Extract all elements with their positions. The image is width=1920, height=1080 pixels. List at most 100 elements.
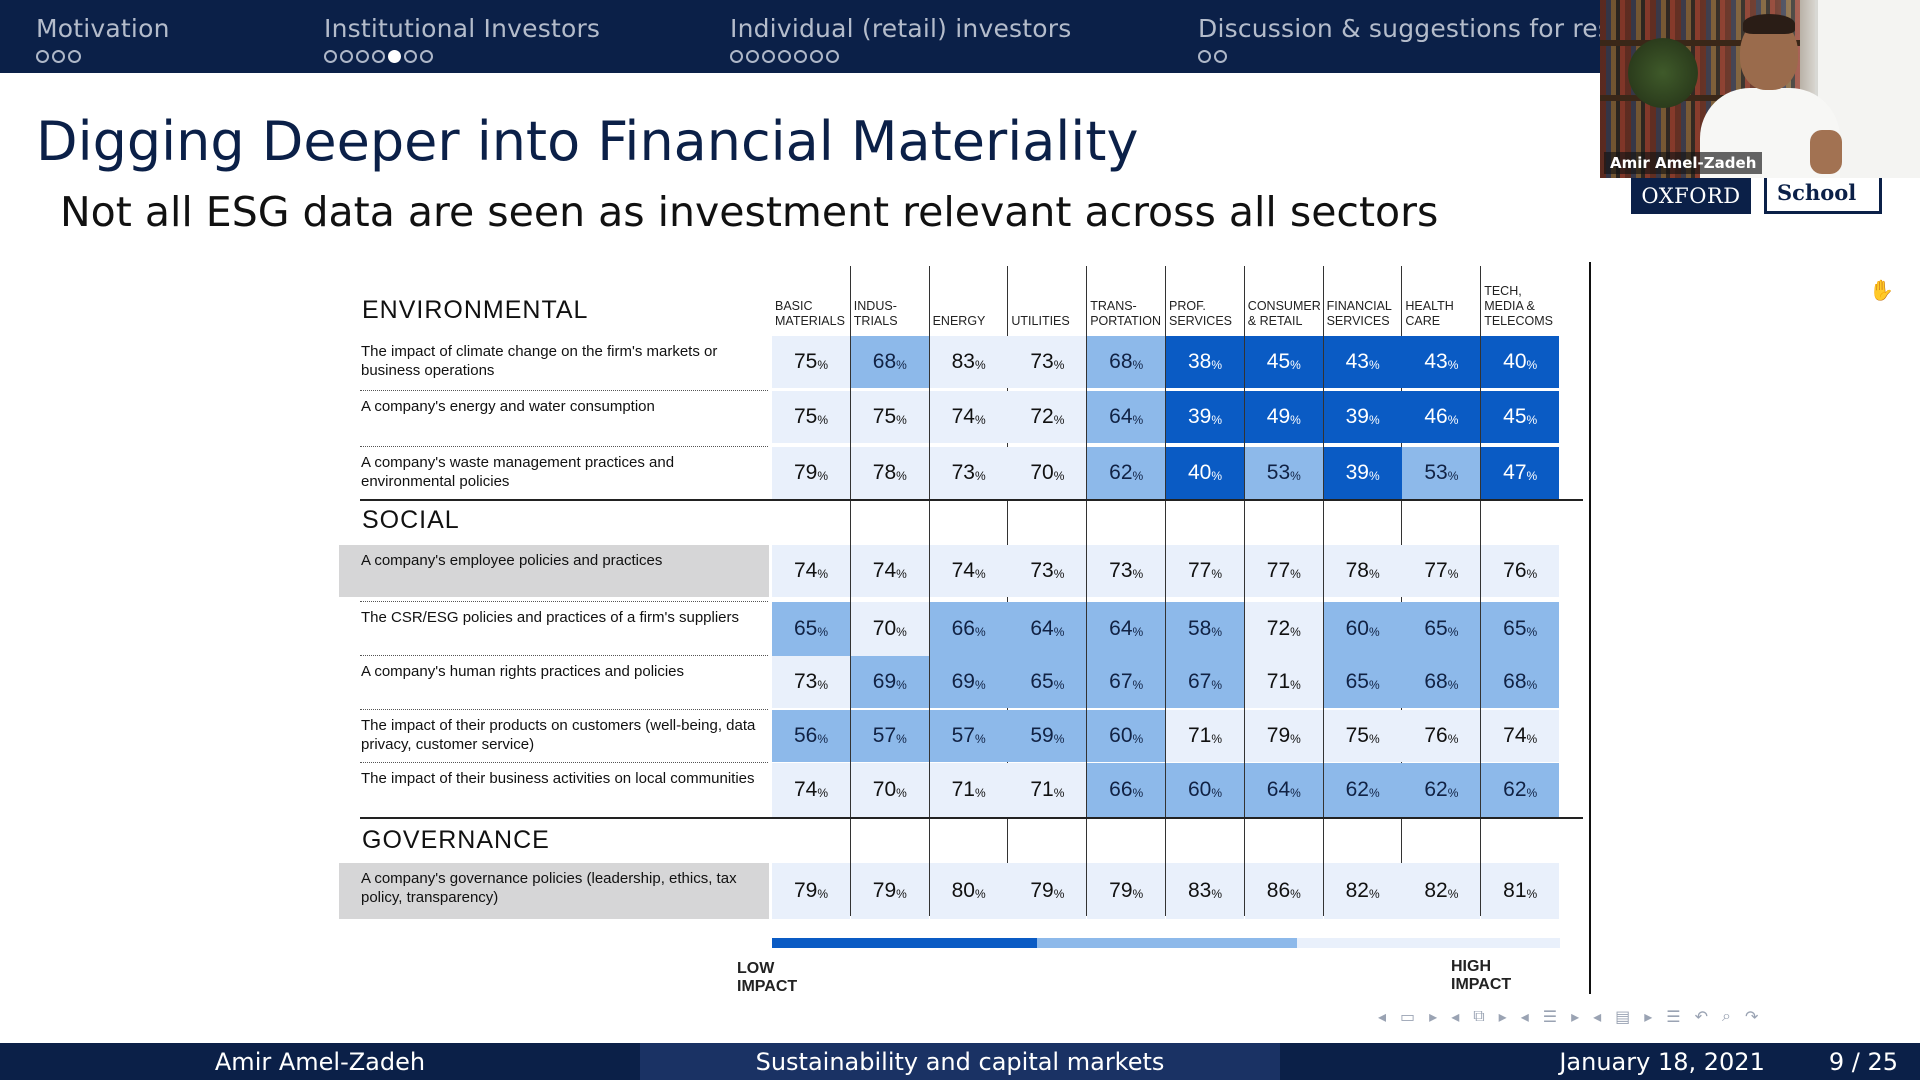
percent-sign: %	[1290, 412, 1301, 427]
matrix-cell: 39%	[1323, 391, 1402, 443]
nav-slide-dot[interactable]	[1214, 50, 1227, 63]
cell-value: 75	[872, 405, 897, 428]
cell-value: 40	[1503, 350, 1527, 373]
percent-sign: %	[1526, 468, 1538, 483]
nav-slide-dot[interactable]	[778, 50, 791, 63]
percent-sign: %	[817, 566, 829, 581]
percent-sign: %	[1132, 412, 1144, 427]
arrow-right-icon[interactable]: ▸	[1571, 1006, 1580, 1026]
cell-value: 74	[793, 778, 818, 801]
nav-slide-dot[interactable]	[762, 50, 775, 63]
column-divider	[1480, 266, 1482, 916]
matrix-cell: 71%	[1166, 710, 1244, 762]
percent-sign: %	[1447, 566, 1459, 581]
section-icon[interactable]: ☰	[1542, 1006, 1558, 1026]
matrix-cell: 49%	[1244, 391, 1323, 443]
section-label: ENVIRONMENTAL	[362, 296, 589, 324]
nav-section-2[interactable]: Institutional Investors	[324, 14, 600, 63]
matrix-cell: 67%	[1166, 656, 1244, 708]
matrix-cell: 80%	[929, 863, 1008, 919]
row-label: A company's governance policies (leaders…	[339, 863, 769, 919]
percent-sign: %	[896, 731, 907, 746]
nav-slide-dot[interactable]	[730, 50, 743, 63]
arrow-left-icon[interactable]: ◂	[1378, 1006, 1387, 1026]
matrix-cell: 73%	[772, 656, 850, 708]
arrow-right-icon[interactable]: ▸	[1644, 1006, 1653, 1026]
matrix-cell: 79%	[1244, 710, 1323, 762]
arrow-left-icon[interactable]: ◂	[1451, 1006, 1460, 1026]
subsection-icon[interactable]: ⧉	[1473, 1006, 1485, 1025]
percent-sign: %	[1211, 412, 1223, 427]
matrix-cell: 69%	[929, 656, 1008, 708]
cell-value: 83	[1187, 879, 1212, 902]
percent-sign: %	[974, 677, 986, 692]
arrow-right-icon[interactable]: ▸	[1498, 1006, 1507, 1026]
cell-value: 79	[1030, 879, 1054, 902]
nav-section-title[interactable]: Institutional Investors	[324, 14, 601, 43]
column-divider	[928, 266, 930, 916]
nav-slide-dot[interactable]	[746, 50, 759, 63]
appendix-icon[interactable]: ▤	[1615, 1006, 1631, 1026]
nav-progress-dots	[730, 50, 1071, 63]
cell-value: 66	[1109, 778, 1133, 801]
nav-slide-dot[interactable]	[1198, 50, 1211, 63]
nav-slide-dot[interactable]	[36, 50, 49, 63]
matrix-cell: 79%	[772, 447, 850, 499]
arrow-left-icon[interactable]: ◂	[1593, 1006, 1602, 1026]
nav-slide-dot[interactable]	[324, 50, 337, 63]
percent-sign: %	[1132, 566, 1144, 581]
nav-slide-dot[interactable]	[826, 50, 839, 63]
percent-sign: %	[896, 412, 907, 427]
redo-icon[interactable]: ↷	[1745, 1006, 1759, 1026]
nav-slide-dot[interactable]	[372, 50, 385, 63]
percent-sign: %	[896, 566, 907, 581]
nav-section-title[interactable]: Individual (retail) investors	[730, 14, 1072, 43]
nav-slide-dot[interactable]	[68, 50, 81, 63]
cell-value: 69	[872, 670, 897, 693]
arrow-left-icon[interactable]: ◂	[1520, 1006, 1529, 1026]
percent-sign: %	[1368, 566, 1380, 581]
nav-slide-dot[interactable]	[794, 50, 807, 63]
percent-sign: %	[1526, 886, 1538, 901]
matrix-cell: 70%	[1008, 447, 1087, 499]
cell-value: 78	[872, 461, 897, 484]
matrix-cell: 68%	[850, 336, 929, 388]
percent-sign: %	[896, 785, 907, 800]
cell-value: 79	[1109, 879, 1133, 902]
matrix-cell: 72%	[1008, 391, 1087, 443]
percent-sign: %	[1290, 785, 1301, 800]
nav-section-3[interactable]: Individual (retail) investors	[730, 14, 1071, 63]
matrix-cell: 57%	[850, 710, 929, 762]
nav-section-title[interactable]: Motivation	[36, 14, 170, 43]
nav-slide-dot[interactable]	[420, 50, 433, 63]
frame-icon[interactable]: ▭	[1400, 1006, 1416, 1026]
nav-slide-dot[interactable]	[356, 50, 369, 63]
matrix-cell: 78%	[1323, 545, 1402, 597]
matrix-cell: 82%	[1323, 863, 1402, 919]
nav-slide-dot[interactable]	[810, 50, 823, 63]
percent-sign: %	[896, 624, 907, 639]
nav-section-title[interactable]: Discussion & suggestions for research	[1198, 14, 1600, 43]
nav-slide-dot[interactable]	[52, 50, 65, 63]
column-header: PROF. SERVICES	[1169, 299, 1232, 328]
legend-high-label: HIGH IMPACT	[1451, 958, 1512, 993]
percent-sign: %	[1290, 677, 1301, 692]
column-divider	[1243, 266, 1245, 916]
matrix-cell: 79%	[1087, 863, 1166, 919]
nav-section-4[interactable]: Discussion & suggestions for research	[1198, 14, 1600, 63]
percent-sign: %	[1526, 357, 1538, 372]
nav-slide-dot[interactable]	[340, 50, 353, 63]
undo-icon[interactable]: ↶	[1694, 1006, 1709, 1026]
footer: Amir Amel-Zadeh Sustainability and capit…	[0, 1043, 1920, 1080]
percent-sign: %	[1053, 785, 1065, 800]
nav-section-1[interactable]: Motivation	[36, 14, 170, 63]
arrow-right-icon[interactable]: ▸	[1429, 1006, 1438, 1026]
percent-sign: %	[1211, 468, 1223, 483]
align-icon[interactable]: ☰	[1666, 1006, 1681, 1026]
percent-sign: %	[1053, 677, 1065, 692]
search-icon[interactable]: ⌕	[1722, 1006, 1731, 1025]
nav-slide-dot[interactable]	[388, 50, 401, 63]
nav-slide-dot[interactable]	[404, 50, 417, 63]
row-label: The impact of their products on customer…	[361, 717, 756, 753]
row-label: A company's energy and water consumption	[361, 398, 655, 415]
